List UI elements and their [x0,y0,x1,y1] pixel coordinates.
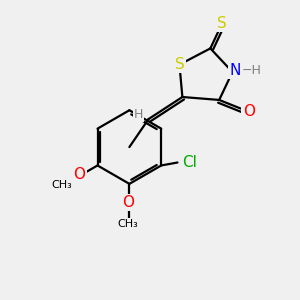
Text: O: O [74,167,86,182]
Text: CH₃: CH₃ [51,180,72,190]
Text: CH₃: CH₃ [118,219,138,229]
Text: H: H [134,108,143,121]
Text: −H: −H [242,64,262,77]
Text: O: O [243,104,255,119]
Text: S: S [175,57,184,72]
Text: O: O [122,195,134,210]
Text: S: S [217,16,227,31]
Text: N: N [230,63,241,78]
Text: Cl: Cl [182,155,197,170]
